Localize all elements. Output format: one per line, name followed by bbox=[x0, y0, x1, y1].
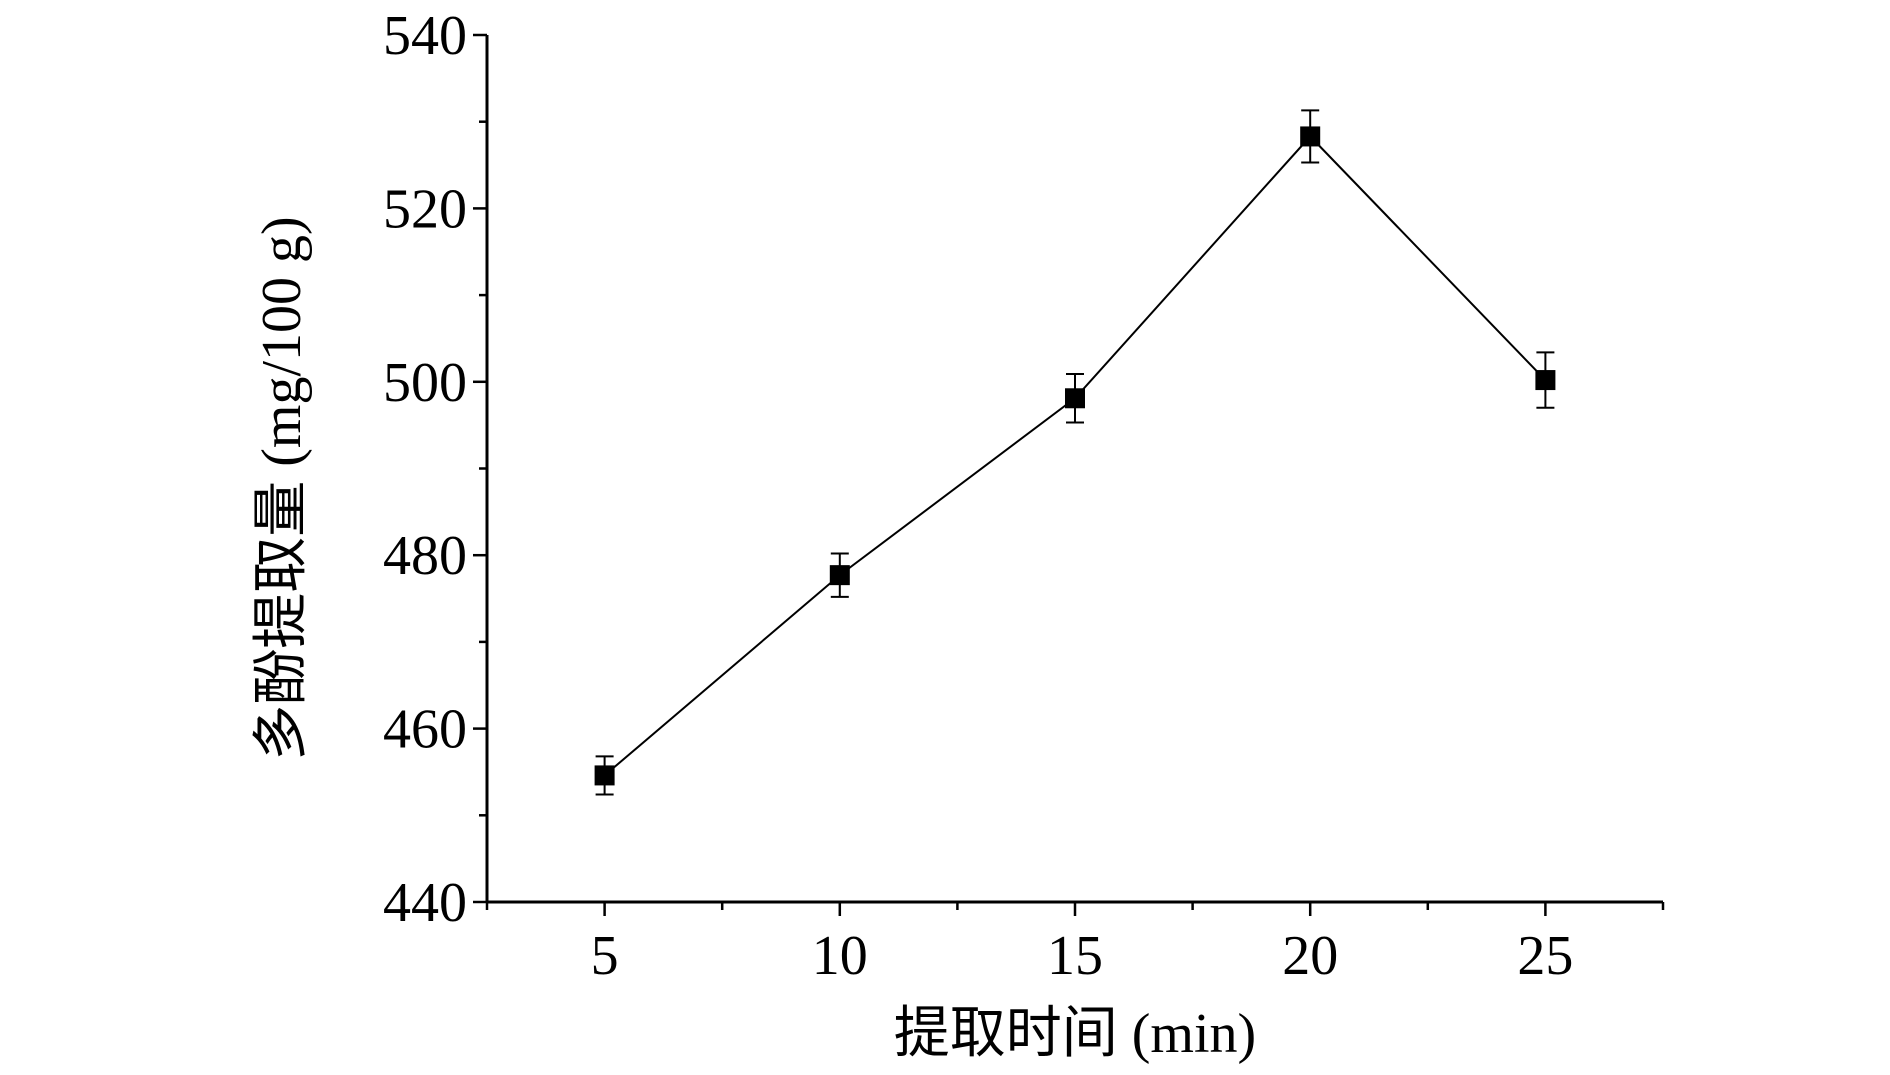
data-point bbox=[829, 565, 850, 586]
series-line bbox=[603, 134, 1547, 777]
x-tick-label: 20 bbox=[1282, 925, 1338, 987]
x-tick-label: 10 bbox=[812, 925, 868, 987]
plot-area bbox=[594, 109, 1556, 796]
y-tick-label: 520 bbox=[383, 178, 467, 240]
data-point bbox=[1065, 388, 1085, 409]
y-axis-title: 多酚提取量 (mg/100 g) bbox=[251, 216, 313, 760]
y-tick-label: 540 bbox=[383, 5, 467, 67]
y-tick-label: 460 bbox=[383, 699, 467, 761]
y-tick-label: 500 bbox=[383, 352, 467, 414]
x-tick-label: 5 bbox=[591, 925, 619, 987]
x-ticks: 5 10 15 20 25 bbox=[485, 902, 1665, 987]
data-point bbox=[594, 765, 615, 786]
x-axis-title: 提取时间 (min) bbox=[894, 1003, 1256, 1065]
y-ticks: 440 460 480 500 520 540 bbox=[383, 5, 487, 934]
data-point bbox=[1535, 370, 1556, 391]
x-tick-label: 25 bbox=[1517, 925, 1573, 987]
data-point bbox=[1300, 126, 1321, 147]
axes bbox=[485, 35, 1663, 904]
y-tick-label: 480 bbox=[383, 525, 467, 587]
y-tick-label: 440 bbox=[383, 872, 467, 934]
x-tick-label: 15 bbox=[1047, 925, 1103, 987]
